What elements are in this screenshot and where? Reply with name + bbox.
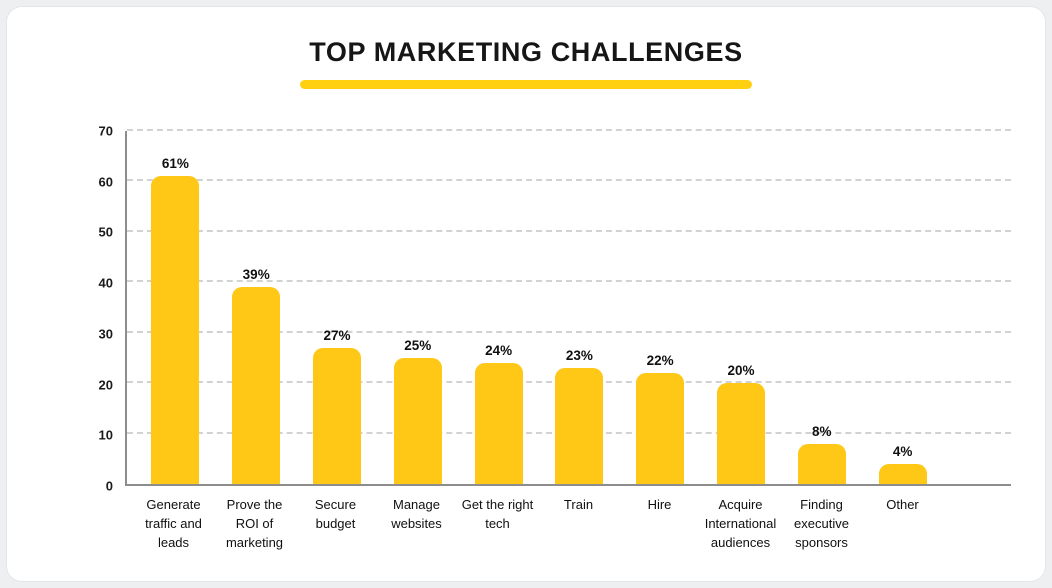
x-category-label: Other bbox=[886, 497, 919, 512]
bar-value-label: 27% bbox=[323, 327, 351, 343]
x-category-label: Generate traffic and leads bbox=[145, 497, 202, 550]
bar-column: 23% bbox=[539, 131, 620, 484]
bar bbox=[393, 357, 442, 484]
bar-value-label: 8% bbox=[812, 423, 832, 439]
plot-area: 61% 39% 27% 25% 24% 23% 22% 20% 8% 4% bbox=[125, 129, 1011, 486]
gridline-30 bbox=[127, 330, 1011, 333]
bar-chart: 0 10 20 30 40 50 60 70 61% 39% 27% 25% 24% 23% 22% 20%… bbox=[69, 124, 1011, 553]
y-tick-label: 20 bbox=[98, 377, 113, 393]
bar-value-label: 4% bbox=[892, 443, 913, 459]
x-category-label: Finding executive sponsors bbox=[794, 497, 849, 550]
bar-value-label: 22% bbox=[646, 353, 674, 369]
y-tick-label: 70 bbox=[98, 123, 113, 139]
gridline-40 bbox=[127, 280, 1011, 283]
x-category-label: Hire bbox=[647, 497, 672, 512]
y-tick-label: 30 bbox=[98, 326, 113, 342]
x-category-label: Secure budget bbox=[314, 497, 357, 531]
x-category-label: Acquire International audiences bbox=[704, 497, 777, 550]
bar bbox=[232, 287, 281, 484]
chart-card: TOP MARKETING CHALLENGES 0 10 20 30 40 50 60 70… bbox=[6, 6, 1046, 582]
gridline-60 bbox=[127, 179, 1011, 182]
plot-wrap: 61% 39% 27% 25% 24% 23% 22% 20% 8% 4% Generate tr… bbox=[125, 129, 1011, 553]
bar-column: 20% bbox=[701, 131, 782, 484]
y-tick-label: 10 bbox=[98, 427, 113, 443]
bar-column: 27% bbox=[297, 131, 378, 484]
bar bbox=[555, 368, 604, 484]
bar-value-label: 25% bbox=[404, 337, 432, 353]
x-category-label: Prove the ROI of marketing bbox=[225, 497, 284, 550]
bar-column: 22% bbox=[620, 131, 701, 484]
x-category-label: Train bbox=[563, 497, 594, 512]
bar bbox=[797, 443, 846, 484]
bar-column: 25% bbox=[377, 131, 458, 484]
bar-column: 39% bbox=[216, 131, 297, 484]
bar-column: 4% bbox=[862, 131, 943, 484]
bar-column: 8% bbox=[781, 131, 862, 484]
y-tick-label: 60 bbox=[98, 174, 113, 190]
bar bbox=[878, 463, 927, 484]
title-underline bbox=[300, 80, 752, 89]
x-category-label: Manage websites bbox=[391, 497, 442, 531]
bar bbox=[716, 383, 765, 484]
bar bbox=[151, 176, 200, 484]
bar-value-label: 24% bbox=[485, 342, 513, 358]
bar-value-label: 61% bbox=[161, 156, 189, 172]
y-tick-label: 0 bbox=[105, 478, 113, 494]
gridline-70 bbox=[127, 129, 1011, 131]
gridline-50 bbox=[127, 229, 1011, 232]
y-tick-label: 50 bbox=[98, 224, 113, 240]
bar bbox=[474, 362, 523, 484]
chart-title: TOP MARKETING CHALLENGES bbox=[309, 37, 743, 67]
y-axis-labels: 0 10 20 30 40 50 60 70 bbox=[69, 124, 125, 494]
bar-value-label: 20% bbox=[727, 363, 755, 379]
x-axis-labels: Generate traffic and leads Prove the ROI … bbox=[125, 486, 1011, 553]
bar bbox=[636, 373, 685, 484]
y-tick-label: 40 bbox=[98, 275, 113, 291]
x-category-label: Get the right tech bbox=[461, 497, 534, 531]
bars-container: 61% 39% 27% 25% 24% 23% 22% 20% 8% 4% bbox=[135, 131, 943, 484]
bar-column: 24% bbox=[458, 131, 539, 484]
bar-value-label: 39% bbox=[242, 267, 270, 283]
bar-column: 61% bbox=[135, 131, 216, 484]
bar-value-label: 23% bbox=[565, 348, 593, 364]
bar bbox=[312, 347, 361, 484]
